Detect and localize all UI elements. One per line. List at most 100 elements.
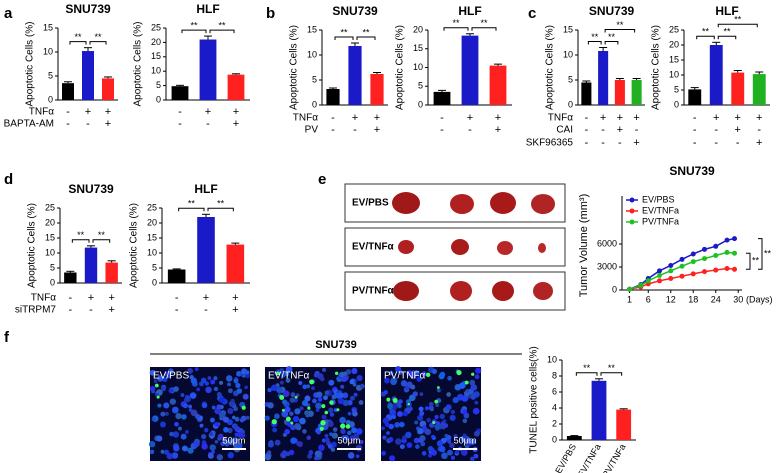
nucleus (292, 415, 300, 423)
data-point (657, 278, 662, 284)
nucleus (328, 379, 335, 386)
condition-sign: - (693, 137, 697, 149)
y-tick-label: 5 (674, 84, 679, 94)
significance-bracket (717, 23, 758, 28)
nucleus (282, 390, 290, 398)
nucleus (169, 431, 174, 437)
bar (709, 45, 723, 105)
nucleus (187, 368, 194, 374)
microscopy-image (380, 366, 482, 462)
nucleus (421, 371, 427, 377)
nucleus (166, 452, 174, 460)
significance-bracket (604, 29, 636, 33)
condition-sign: - (178, 106, 182, 118)
nucleus (455, 449, 459, 454)
significance-bracket (587, 41, 602, 45)
nucleus (351, 408, 357, 413)
data-point (702, 256, 707, 262)
nucleus (308, 450, 314, 455)
nucleus (399, 444, 405, 450)
nucleus (383, 390, 389, 395)
tunel-signal (309, 379, 315, 385)
y-tick-label: 0 (48, 94, 53, 104)
y-tick-label: 15 (151, 51, 161, 61)
nucleus (267, 402, 274, 409)
error-bar (599, 47, 608, 51)
legend-label: EV/TNFa (642, 205, 679, 215)
error-bar (632, 78, 641, 80)
nucleus (324, 437, 330, 443)
y-tick-label: 5 (312, 74, 317, 84)
nucleus (209, 431, 214, 437)
nucleus (413, 370, 420, 376)
significance-bracket (71, 239, 90, 243)
significance-label: ** (480, 18, 488, 28)
bar (171, 86, 189, 100)
photo-label: EV/TNFα (352, 242, 395, 253)
nucleus (230, 398, 235, 403)
error-bar (733, 70, 742, 73)
nucleus (227, 452, 234, 459)
significance-bracket (471, 27, 497, 31)
condition-sign: - (331, 112, 335, 124)
condition-sign: + (735, 112, 741, 124)
nucleus (400, 380, 408, 387)
nucleus (329, 412, 335, 417)
nucleus (181, 414, 187, 420)
nucleus (343, 371, 348, 376)
nucleus (298, 380, 303, 385)
panel-letter: d (4, 171, 13, 188)
data-point (668, 268, 674, 274)
nucleus (164, 449, 170, 455)
tunel-signal (276, 371, 280, 376)
nucleus (356, 374, 363, 382)
significance-label: ** (217, 199, 225, 209)
nucleus (324, 390, 329, 395)
nucleus (318, 444, 325, 451)
condition-sign: - (635, 124, 639, 136)
y-tick-label: 10 (151, 66, 161, 76)
nucleus (307, 453, 313, 459)
nucleus (421, 451, 427, 456)
nucleus (418, 406, 424, 412)
bracket-line (92, 239, 111, 243)
condition-sign: - (204, 304, 208, 316)
condition-sign: - (331, 124, 335, 136)
tumor-photo (344, 183, 566, 311)
nucleus (463, 435, 469, 441)
y-axis-label: Apoptotic Cells (%) (25, 21, 36, 106)
nucleus (427, 446, 434, 452)
chart-title: HLF (715, 4, 738, 18)
nucleus (430, 407, 434, 412)
data-point (668, 276, 674, 281)
data-point (679, 256, 685, 262)
bracket-line (443, 27, 469, 31)
nucleus (290, 437, 297, 444)
nucleus (424, 406, 429, 411)
nucleus (388, 423, 395, 430)
condition-sign: + (105, 106, 111, 118)
nucleus (431, 449, 437, 456)
condition-name: TNFα (31, 293, 56, 304)
nucleus (157, 403, 162, 408)
error-bar (582, 80, 591, 83)
tumor (490, 192, 516, 214)
error-bar (494, 63, 502, 66)
significance-bracket (181, 29, 207, 34)
nucleus (237, 432, 243, 438)
image-label: PV/TNFα (384, 371, 426, 382)
nucleus (280, 373, 286, 378)
x-tick-label: 18 (688, 294, 698, 304)
nucleus (460, 449, 468, 456)
y-tick-label: 25 (151, 22, 161, 32)
nucleus (235, 382, 241, 388)
bracket-line (587, 41, 602, 45)
nucleus (469, 379, 476, 386)
nucleus (232, 415, 236, 420)
bracket-line (89, 41, 107, 45)
significance-label: ** (608, 363, 616, 373)
nucleus (450, 455, 456, 460)
condition-sign: - (693, 124, 697, 136)
data-point (690, 251, 696, 257)
nucleus (427, 453, 433, 458)
